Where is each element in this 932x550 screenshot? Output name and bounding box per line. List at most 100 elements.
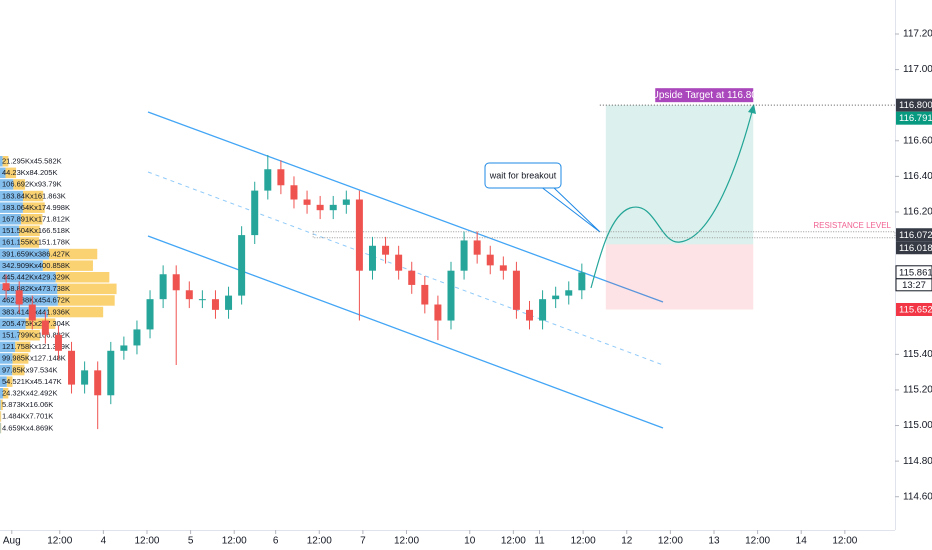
x-tick-label: 12:00 [307,536,332,547]
x-tick-label: 12:00 [832,536,857,547]
profile-label: 342.909Kx400.858K [2,261,70,270]
price-label: 116.018 [899,243,932,254]
candle-body [146,299,154,330]
price-label: 116.072 [899,230,932,241]
profile-sell [57,295,115,306]
candle-body [512,270,520,310]
profile-sell [12,364,25,376]
profile-sell [5,167,17,179]
x-tick-label: Aug [3,536,21,547]
candle-body [15,290,23,305]
profile-label: 5.873Kx16.06K [2,400,53,409]
x-tick-label: 11 [534,536,545,547]
loss-zone [605,244,754,310]
profile-sell [25,318,56,329]
y-tick-label: 115.200 [903,385,932,396]
profile-buy [0,376,7,387]
profile-sell [12,353,29,364]
profile-sell [0,399,3,411]
candle-body [408,270,416,285]
profile-sell [20,237,40,248]
candle-body [277,169,285,186]
profile-buy [0,306,48,318]
resistance-label: RESISTANCE LEVEL [813,221,891,230]
candle-body [251,190,259,236]
price-label-box [896,228,932,242]
profile-label: 4.659Kx4.869K [2,423,53,432]
profile-label: 99.985Kx127.148K [2,354,66,363]
candle-body [41,320,49,335]
y-tick-label: 115.000 [903,420,932,431]
profile-buy [0,237,21,248]
projection-path [590,107,754,289]
profile-label: 97.85Kx97.534K [2,365,57,374]
profile-label: 24.32Kx42.492K [2,388,57,397]
y-tick-label: 115.400 [903,349,932,360]
profile-sell [2,156,9,167]
profile-buy [0,260,43,271]
profile-buy [0,156,3,167]
profile-buy [0,341,16,353]
price-label-box [896,111,932,125]
candle-body [264,169,272,191]
profile-sell [22,190,44,202]
profile-label: 1.484Kx7.701K [2,412,53,421]
x-tick-label: 12:00 [394,536,419,547]
candle-body [473,240,481,255]
candle-body [382,245,390,255]
candle-body [316,204,324,211]
candle-body [120,345,128,351]
x-tick-label: 6 [273,536,279,547]
y-tick-label: 117.000 [903,64,932,75]
price-label: 116.791 [899,113,932,124]
y-tick-label: 116.600 [903,135,932,146]
candle-body [460,240,468,271]
drawings: wait for breakout [147,104,756,429]
profile-label: 121.758Kx121.349K [2,342,70,351]
profile-sell [0,422,2,434]
profile-buy [0,422,1,434]
profit-zone [605,105,754,245]
profile-buy [0,167,6,179]
candle-body [355,199,363,271]
profile-label: 205.475Kx237.304K [2,319,70,328]
x-tick-label: 4 [101,536,107,547]
profile-buy [0,202,23,213]
profile-buy [0,272,56,283]
callout-box [484,162,562,189]
candle-body [225,295,233,310]
profile-sell [55,272,110,283]
y-tick-label: 116.400 [903,171,932,182]
x-tick-label: 10 [464,536,476,547]
profile-buy [0,190,23,202]
channel-upper [147,111,664,303]
candle-body [81,370,89,385]
profile-buy [0,214,21,225]
profile-sell [6,376,13,387]
x-tick-label: 12:00 [47,536,72,547]
candle-body [434,304,442,321]
profile-label: 183.84Kx161.863K [2,191,66,200]
profile-label: 54.521Kx45.147K [2,377,62,386]
candle-body [499,265,507,271]
candle-body [368,245,376,271]
profile-label: 106.692Kx93.79K [2,180,62,189]
countdown: 13:27 [902,280,926,291]
x-tick-label: 12:00 [222,536,247,547]
profile-label: 391.659Kx386.427K [2,249,70,258]
profile-buy [0,388,4,399]
candle-body [238,235,246,296]
profile-sell [3,388,9,399]
countdown-box [895,278,932,292]
x-tick-label: 7 [360,536,366,547]
candle-body [211,299,219,310]
profile-sell [13,179,26,190]
candle-body [342,199,350,205]
profile-label: 21.295Kx45.582K [2,156,62,165]
profile-label: 183.064Kx174.998K [2,203,70,212]
candle-body [486,254,494,266]
profile-label: 462.938Kx454.672K [2,296,70,305]
profile-buy [0,295,58,306]
